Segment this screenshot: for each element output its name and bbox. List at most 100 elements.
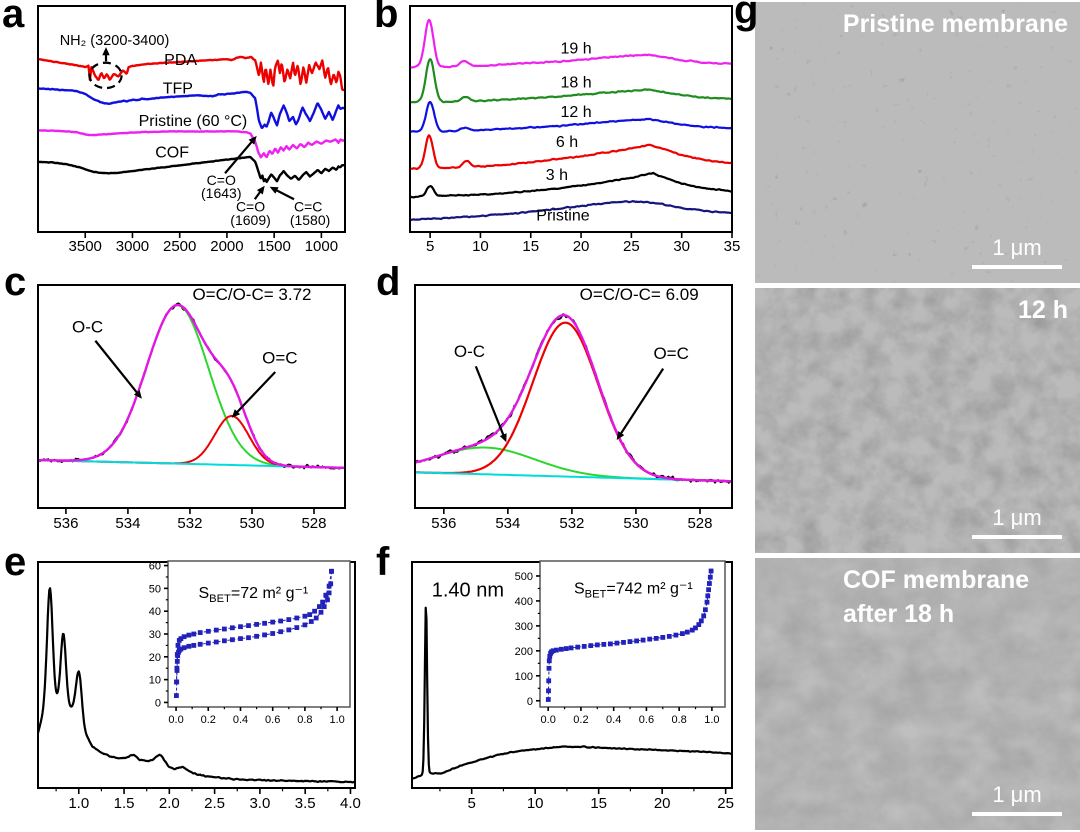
svg-text:18 h: 18 h — [560, 74, 591, 91]
scale-bar-2-line — [972, 535, 1062, 539]
svg-text:35: 35 — [724, 238, 740, 255]
svg-text:0.8: 0.8 — [672, 714, 687, 726]
panel-a-ftir: 3500 3000 2500 2000 1500 1000 PDA TFP Pristine (… — [0, 0, 370, 265]
svg-text:528: 528 — [687, 515, 712, 532]
svg-text:4.0: 4.0 — [340, 795, 361, 812]
panel-c-xps: 536 534 532 530 528 O=C/O-C= 3.72 O-C O=C — [0, 265, 370, 545]
svg-text:3 h: 3 h — [546, 167, 568, 184]
svg-text:(1609): (1609) — [230, 212, 270, 228]
svg-text:5: 5 — [426, 238, 434, 255]
scale-bar-1-label: 1 μm — [992, 235, 1042, 260]
svg-text:15: 15 — [522, 238, 539, 255]
svg-text:(1643): (1643) — [201, 185, 241, 201]
svg-text:0.8: 0.8 — [297, 714, 312, 726]
svg-text:534: 534 — [115, 515, 140, 532]
scale-bar-2-label: 1 μm — [992, 505, 1042, 530]
svg-text:2000: 2000 — [210, 238, 243, 255]
svg-text:0.4: 0.4 — [233, 714, 248, 726]
svg-text:532: 532 — [559, 515, 584, 532]
svg-text:500: 500 — [515, 571, 533, 583]
panel-letter-g: g — [734, 0, 759, 32]
xps-chart-1: 536 534 532 530 528 O=C/O-C= 3.72 O-C O=C — [37, 284, 346, 532]
svg-text:PDA: PDA — [164, 52, 197, 69]
svg-text:25: 25 — [717, 795, 734, 812]
sem-label-12h: 12 h — [1017, 296, 1068, 324]
svg-text:50: 50 — [149, 583, 161, 595]
sem-image-cof-membrane: COF membrane after 18 h 1 μm — [755, 558, 1080, 830]
svg-text:(1580): (1580) — [290, 212, 330, 228]
sem-label-pristine: Pristine membrane — [842, 10, 1068, 38]
svg-text:40: 40 — [149, 606, 161, 618]
svg-text:1500: 1500 — [257, 238, 290, 255]
svg-text:0.6: 0.6 — [265, 714, 280, 726]
panel-letter-c: c — [4, 260, 27, 304]
svg-text:0.2: 0.2 — [201, 714, 216, 726]
panel-e-pore-size: 1.0 1.5 2.0 2.5 3.0 3.5 4.0 0.0 0.2 0.4 0.6 0.8 1.0 0… — [0, 545, 370, 832]
panel-letter-b: b — [374, 0, 399, 36]
panel-letter-e: e — [4, 540, 27, 584]
svg-text:2.5: 2.5 — [204, 795, 225, 812]
svg-text:20: 20 — [149, 652, 161, 664]
svg-text:15: 15 — [590, 795, 607, 812]
svg-text:C=O: C=O — [207, 172, 236, 188]
svg-text:0.4: 0.4 — [606, 714, 621, 726]
sem-label-cof-18h: COF membrane after 18 h — [843, 566, 1030, 628]
ftir-chart: 3500 3000 2500 2000 1500 1000 PDA TFP Pristine (… — [37, 5, 346, 255]
svg-text:536: 536 — [53, 515, 78, 532]
panel-letter-f: f — [376, 540, 390, 584]
svg-text:60: 60 — [149, 561, 161, 573]
svg-text:100: 100 — [515, 671, 533, 683]
svg-text:O-C: O-C — [72, 317, 103, 336]
svg-text:30: 30 — [149, 629, 161, 641]
panel-letter-d: d — [376, 260, 401, 304]
sem-image-12h: 12 h 1 μm — [755, 288, 1080, 553]
panel-b-xrd: 5 10 15 20 25 30 35 19 h 18 h 12 h 6 h 3 h Pristine — [370, 0, 740, 265]
svg-text:3500: 3500 — [69, 238, 102, 255]
svg-text:12 h: 12 h — [560, 104, 591, 121]
svg-text:1.0: 1.0 — [704, 714, 719, 726]
sem-texture-2 — [755, 288, 1080, 553]
svg-text:530: 530 — [239, 515, 264, 532]
svg-text:O=C/O-C= 6.09: O=C/O-C= 6.09 — [580, 285, 699, 304]
svg-text:10: 10 — [149, 675, 161, 687]
svg-text:C=C: C=C — [294, 199, 322, 215]
scale-bar-1: 1 μm — [972, 235, 1062, 269]
svg-text:2.0: 2.0 — [159, 795, 180, 812]
xps-chart-2: 536 534 532 530 528 O=C/O-C= 6.09 O-C O=C — [414, 284, 733, 532]
sem-texture-1 — [755, 2, 1080, 283]
svg-text:3000: 3000 — [116, 238, 149, 255]
scale-bar-3-label: 1 μm — [992, 782, 1042, 807]
pore-size-chart-2: 5 10 15 20 25 1.40 nm 0.0 0.2 0.4 0.6 0.8 1.0 0 100 20… — [411, 560, 734, 812]
svg-text:0.0: 0.0 — [541, 714, 556, 726]
svg-text:400: 400 — [515, 596, 533, 608]
svg-text:0.6: 0.6 — [639, 714, 654, 726]
svg-text:O=C/O-C= 3.72: O=C/O-C= 3.72 — [192, 285, 311, 304]
svg-text:534: 534 — [495, 515, 520, 532]
svg-text:528: 528 — [301, 515, 326, 532]
svg-text:O=C: O=C — [653, 344, 688, 363]
svg-text:2500: 2500 — [163, 238, 196, 255]
svg-text:O=C: O=C — [262, 349, 297, 368]
svg-text:5: 5 — [468, 795, 476, 812]
svg-text:0: 0 — [527, 696, 533, 708]
xrd-chart: 5 10 15 20 25 30 35 19 h 18 h 12 h 6 h 3 h Pristine — [409, 5, 740, 255]
svg-text:COF: COF — [155, 144, 189, 161]
sem-texture-3 — [755, 558, 1080, 830]
svg-text:0.0: 0.0 — [168, 714, 183, 726]
panel-d-xps: 536 534 532 530 528 O=C/O-C= 6.09 O-C O=C — [370, 265, 740, 545]
scale-bar-3-line — [972, 812, 1062, 816]
panel-f-pore-size: 5 10 15 20 25 1.40 nm 0.0 0.2 0.4 0.6 0.8 1.0 0 100 20… — [370, 545, 740, 832]
scale-bar-1-line — [972, 265, 1062, 269]
svg-text:200: 200 — [515, 646, 533, 658]
svg-text:SBET=72 m² g⁻¹: SBET=72 m² g⁻¹ — [198, 585, 308, 605]
pore-size-chart-1: 1.0 1.5 2.0 2.5 3.0 3.5 4.0 0.0 0.2 0.4 0.6 0.8 1.0 0… — [36, 560, 361, 812]
panel-letter-a: a — [2, 0, 25, 36]
svg-text:300: 300 — [515, 621, 533, 633]
svg-text:Pristine (60 °C): Pristine (60 °C) — [139, 113, 248, 130]
svg-text:3.0: 3.0 — [249, 795, 270, 812]
svg-text:20: 20 — [573, 238, 590, 255]
svg-text:30: 30 — [673, 238, 690, 255]
svg-text:10: 10 — [527, 795, 544, 812]
svg-text:532: 532 — [177, 515, 202, 532]
